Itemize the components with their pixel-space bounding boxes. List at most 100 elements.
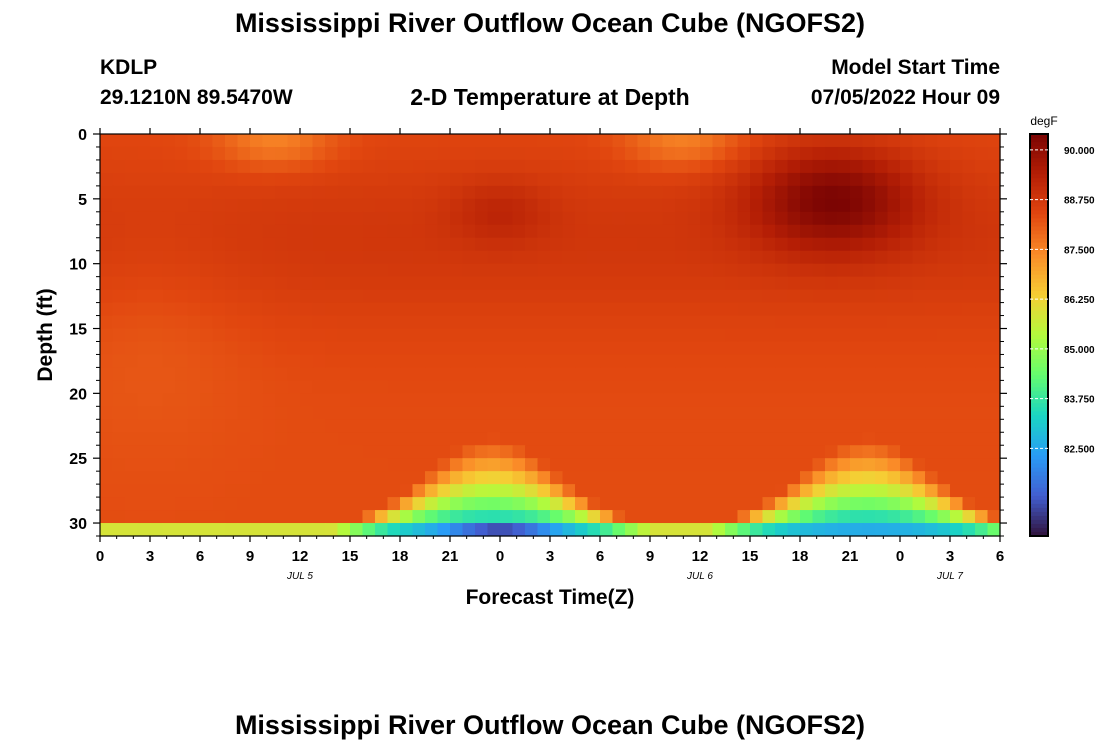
heatmap-cell [850,354,864,369]
heatmap-cell [550,406,564,420]
colorbar-tick-label: 88.750 [1064,196,1095,207]
heatmap-cell [137,328,151,343]
heatmap-cell [262,328,276,343]
heatmap-cell [512,198,526,213]
heatmap-cell [912,250,926,265]
heatmap-cell [275,134,289,148]
heatmap-cell [637,354,651,369]
heatmap-cell [150,523,164,537]
heatmap-cell [975,211,989,226]
heatmap-cell [300,406,314,420]
heatmap-cell [975,302,989,317]
heatmap-cell [787,263,801,278]
heatmap-cell [125,458,139,472]
heatmap-cell [175,172,189,187]
heatmap-cell [312,315,326,330]
heatmap-cell [337,484,351,498]
heatmap-cell [512,328,526,343]
heatmap-cell [300,341,314,356]
heatmap-cell [262,146,276,161]
heatmap-cell [587,458,601,472]
heatmap-cell [150,471,164,485]
colorbar-segment [1030,174,1048,179]
heatmap-cell [512,419,526,433]
heatmap-cell [750,289,764,304]
heatmap-cell [637,224,651,239]
heatmap-cell [337,211,351,226]
heatmap-cell [187,484,201,498]
heatmap-cell [312,419,326,433]
colorbar-tick-label: 90.000 [1064,146,1095,157]
heatmap-cell [637,159,651,174]
heatmap-cell [412,354,426,369]
heatmap-cell [412,432,426,446]
heatmap-cell [325,276,339,291]
heatmap-cell [337,432,351,446]
heatmap-cell [112,510,126,524]
heatmap-cell [600,263,614,278]
heatmap-cell [737,445,751,459]
heatmap-cell [600,497,614,511]
heatmap-cell [862,406,876,420]
heatmap-cell [500,341,514,356]
heatmap-cell [125,523,139,537]
heatmap-cell [500,315,514,330]
heatmap-cell [325,523,339,537]
heatmap-cell [637,134,651,148]
heatmap-cell [600,328,614,343]
heatmap-cell [625,263,639,278]
heatmap-cell [162,276,176,291]
heatmap-cell [562,263,576,278]
heatmap-cell [387,458,401,472]
heatmap-cell [787,406,801,420]
heatmap-cell [187,159,201,174]
heatmap-cell [937,367,951,381]
heatmap-cell [687,302,701,317]
heatmap-cell [450,263,464,278]
heatmap-cell [537,419,551,433]
heatmap-cell [750,432,764,446]
heatmap-cell [487,458,501,472]
heatmap-cell [537,328,551,343]
heatmap-cell [350,172,364,187]
heatmap-cell [937,250,951,265]
heatmap-cell [475,146,489,161]
heatmap-cell [712,134,726,148]
heatmap-cell [425,146,439,161]
heatmap-cell [112,276,126,291]
heatmap-cell [500,354,514,369]
heatmap-cell [362,237,376,252]
date-label: JUL 5 [286,571,313,582]
heatmap-cell [375,159,389,174]
heatmap-cell [275,471,289,485]
heatmap-cell [100,341,114,356]
heatmap-cell [637,367,651,381]
heatmap-cell [625,289,639,304]
heatmap-cell [575,276,589,291]
heatmap-cell [687,432,701,446]
heatmap-cell [200,367,214,381]
heatmap-cell [375,276,389,291]
heatmap-cell [412,510,426,524]
heatmap-cell [362,172,376,187]
heatmap-cell [975,497,989,511]
heatmap-cell [912,380,926,394]
heatmap-cell [550,497,564,511]
colorbar-segment [1030,443,1048,449]
heatmap-cell [287,406,301,420]
heatmap-cell [737,497,751,511]
heatmap-cell [300,146,314,161]
heatmap-cell [812,484,826,498]
heatmap-cell [200,471,214,485]
heatmap-cell [200,458,214,472]
heatmap-cell [325,341,339,356]
heatmap-cell [287,510,301,524]
heatmap-cell [762,458,776,472]
heatmap-cell [725,198,739,213]
heatmap-cell [287,198,301,213]
heatmap-cell [725,380,739,394]
heatmap-cell [162,393,176,407]
heatmap-cell [212,328,226,343]
heatmap-cell [825,263,839,278]
heatmap-cell [512,471,526,485]
